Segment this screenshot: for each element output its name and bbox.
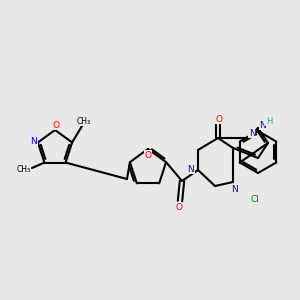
Text: H: H: [266, 116, 272, 125]
Text: O: O: [145, 151, 152, 160]
Text: N: N: [31, 137, 37, 146]
Text: N: N: [260, 121, 266, 130]
Text: O: O: [215, 115, 223, 124]
Text: Cl: Cl: [250, 196, 260, 205]
Text: N: N: [231, 185, 237, 194]
Text: O: O: [176, 203, 182, 212]
Text: N: N: [188, 164, 194, 173]
Text: N: N: [249, 128, 255, 137]
Text: CH₃: CH₃: [77, 116, 91, 125]
Text: CH₃: CH₃: [17, 164, 31, 173]
Text: O: O: [52, 121, 59, 130]
